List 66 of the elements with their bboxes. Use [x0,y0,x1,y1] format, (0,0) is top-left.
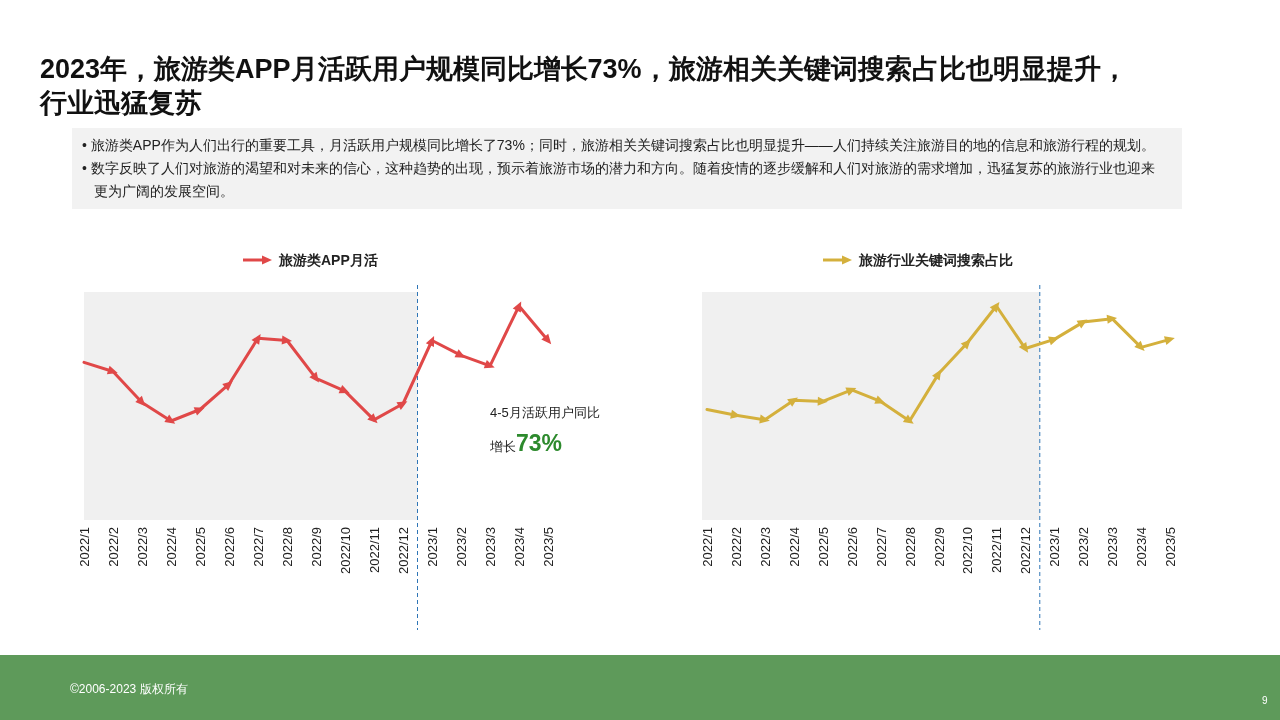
legend-label: 旅游行业关键词搜索占比 [858,252,1013,268]
x-tick-label: 2022/1 [700,527,715,567]
x-tick-label: 2023/2 [454,527,469,567]
x-tick-label: 2023/5 [1163,527,1178,567]
x-tick-label: 2023/3 [1105,527,1121,567]
x-tick-label: 2022/11 [367,527,382,574]
x-tick-label: 2023/1 [1047,527,1063,567]
x-tick-label: 2023/5 [541,527,556,567]
x-tick-label: 2022/5 [193,527,208,567]
x-tick-label: 2022/6 [222,527,237,567]
point [483,359,495,369]
point [164,414,176,424]
x-tick-label: 2022/12 [396,527,411,574]
legend-label: 旅游类APP月活 [278,252,378,268]
x-tick-label: 2022/10 [338,527,353,574]
text: ©2006-2023 版权所有 [70,681,188,698]
x-tick-label: 2022/8 [902,527,918,567]
point [960,339,971,350]
point [251,333,261,345]
point [541,333,552,345]
x-tick-label: 2022/10 [960,527,976,574]
point [989,302,1000,313]
point [281,335,292,345]
point [1163,336,1175,346]
point [135,395,146,407]
x-tick-label: 2022/9 [309,527,324,567]
point [817,396,828,406]
point [309,371,320,383]
x-tick-label: 2022/4 [164,527,179,567]
text: • 数字反映了人们对旅游的渴望和对未来的信心，这种趋势的出现，预示着旅游市场的潜力和方向。随着疫情的逐步缓解和人们对旅游的需求增加，迅猛复苏的旅游行业也迎来更为广阔的发展空间。 [81,159,1156,201]
chart-title: 2023年，旅游类APP月活跃用户规模同比增长73%，旅游相关关键词搜索占比也明显提升，行业迅猛复苏 [40,53,1129,120]
x-tick-label: 2022/12 [1018,527,1034,574]
point [1106,314,1118,324]
point [759,414,770,424]
text: 9 [1262,695,1268,706]
point [874,395,886,404]
x-tick-label: 2022/6 [844,527,860,567]
point [902,414,914,424]
point [367,413,378,424]
point [512,301,522,313]
point [932,369,942,381]
x-tick-label: 2023/3 [483,527,498,567]
x-tick-label: 2023/4 [512,527,527,567]
x-tick-label: 2022/2 [728,527,744,567]
x-tick-label: 2022/2 [106,527,121,567]
x-tick-label: 2023/2 [1076,527,1092,567]
point [106,365,118,375]
x-tick-label: 2022/3 [135,527,150,567]
x-tick-label: 2022/7 [873,527,889,567]
x-tick-label: 2022/3 [757,527,773,567]
x-tick-label: 2022/4 [786,527,802,567]
x-tick-label: 2022/9 [931,527,947,567]
text: 4-5月活跃用户同比增长73% [490,405,600,456]
point [845,387,857,396]
x-tick-label: 2022/7 [251,527,266,567]
point [338,384,350,394]
x-tick-label: 2022/11 [989,527,1005,574]
x-tick-label: 2023/4 [1134,527,1150,567]
point [425,335,435,347]
point [1076,319,1088,329]
x-tick-label: 2023/1 [425,527,440,567]
x-tick-label: 2022/5 [815,527,831,567]
point [1048,336,1060,346]
x-tick-label: 2022/8 [280,527,295,567]
text: • 旅游类APP作为人们出行的重要工具，月活跃用户规模同比增长了73%；同时，旅游相关关键词搜索占比也明显提升——人们持续关注旅游目的地的信息和旅游行程的规划。 [81,136,1156,155]
x-tick-label: 2022/1 [77,527,92,567]
